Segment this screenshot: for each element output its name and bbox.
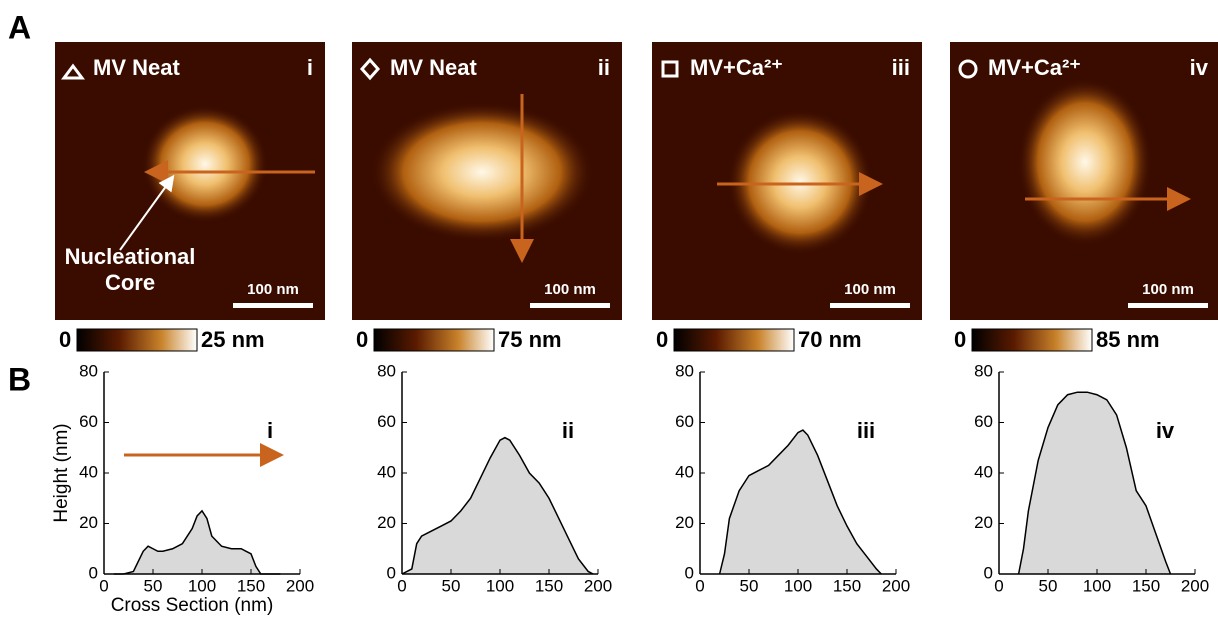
colorbar xyxy=(971,328,1093,352)
y-tick-label: 0 xyxy=(685,563,694,582)
x-tick-label: 100 xyxy=(188,576,216,595)
y-tick-label: 60 xyxy=(377,412,396,431)
scale-bar xyxy=(233,303,313,308)
x-tick-label: 200 xyxy=(1181,576,1209,595)
image-roman: ii xyxy=(598,55,610,80)
image-roman: i xyxy=(307,55,313,80)
x-tick-label: 0 xyxy=(994,576,1003,595)
image-label: MV Neat xyxy=(390,55,477,80)
chart-label: iii xyxy=(857,418,875,443)
profile-area xyxy=(1017,391,1172,575)
y-tick-label: 60 xyxy=(974,412,993,431)
y-tick-label: 60 xyxy=(675,412,694,431)
colorbar-max: 85 nm xyxy=(1096,327,1160,352)
panel-label: B xyxy=(8,361,31,397)
colorbar-max: 75 nm xyxy=(498,327,562,352)
x-tick-label: 100 xyxy=(1083,576,1111,595)
image-label: MV Neat xyxy=(93,55,180,80)
x-tick-label: 150 xyxy=(833,576,861,595)
annotation-arrow xyxy=(119,174,175,251)
y-tick-label: 80 xyxy=(675,361,694,380)
colorbar-min: 0 xyxy=(954,327,966,352)
symbol xyxy=(61,63,85,80)
image-roman: iv xyxy=(1190,55,1209,80)
scale-label: 100 nm xyxy=(844,281,896,298)
y-tick-label: 0 xyxy=(89,563,98,582)
x-tick-label: 200 xyxy=(286,576,314,595)
x-tick-label: 0 xyxy=(99,576,108,595)
symbol xyxy=(661,60,679,78)
y-tick-label: 40 xyxy=(974,462,993,481)
afm-feature xyxy=(142,105,268,223)
symbol xyxy=(359,57,381,81)
annotation: Nucleational xyxy=(65,244,196,269)
afm-feature xyxy=(370,102,594,242)
x-tick-label: 100 xyxy=(486,576,514,595)
y-tick-label: 80 xyxy=(974,361,993,380)
x-tick-label: 50 xyxy=(740,576,759,595)
x-tick-label: 150 xyxy=(237,576,265,595)
x-tick-label: 150 xyxy=(535,576,563,595)
image-label: MV+Ca²⁺ xyxy=(988,55,1081,80)
x-tick-label: 200 xyxy=(584,576,612,595)
x-tick-label: 50 xyxy=(442,576,461,595)
scale-bar xyxy=(530,303,610,308)
colorbar-min: 0 xyxy=(356,327,368,352)
colorbar-min: 0 xyxy=(59,327,71,352)
panel-label: A xyxy=(8,9,31,45)
profile-area xyxy=(113,509,281,575)
y-tick-label: 40 xyxy=(79,462,98,481)
scale-bar xyxy=(830,303,910,308)
colorbar xyxy=(76,328,198,352)
symbol xyxy=(958,59,978,79)
y-tick-label: 80 xyxy=(79,361,98,380)
y-axis-label: Height (nm) xyxy=(51,423,72,522)
image-roman: iii xyxy=(892,55,910,80)
afm-feature xyxy=(1017,78,1153,246)
y-tick-label: 0 xyxy=(984,563,993,582)
colorbar xyxy=(673,328,795,352)
y-tick-label: 20 xyxy=(79,513,98,532)
afm-feature xyxy=(727,109,873,255)
colorbar-max: 70 nm xyxy=(798,327,862,352)
x-tick-label: 0 xyxy=(397,576,406,595)
scale-label: 100 nm xyxy=(1142,281,1194,298)
y-tick-label: 40 xyxy=(377,462,396,481)
y-tick-label: 20 xyxy=(675,513,694,532)
y-tick-label: 80 xyxy=(377,361,396,380)
chart-label: ii xyxy=(562,418,574,443)
x-tick-label: 0 xyxy=(695,576,704,595)
annotation: Core xyxy=(105,270,155,295)
chart-label: i xyxy=(267,418,273,443)
x-tick-label: 200 xyxy=(882,576,910,595)
x-tick-label: 100 xyxy=(784,576,812,595)
colorbar-max: 25 nm xyxy=(201,327,265,352)
x-tick-label: 50 xyxy=(1039,576,1058,595)
image-label: MV+Ca²⁺ xyxy=(690,55,783,80)
colorbar-min: 0 xyxy=(656,327,668,352)
scale-bar xyxy=(1128,303,1208,308)
y-tick-label: 20 xyxy=(974,513,993,532)
y-tick-label: 60 xyxy=(79,412,98,431)
profile-area xyxy=(718,429,882,575)
y-tick-label: 0 xyxy=(387,563,396,582)
x-axis-label: Cross Section (nm) xyxy=(111,595,274,616)
x-tick-label: 50 xyxy=(144,576,163,595)
x-tick-label: 150 xyxy=(1132,576,1160,595)
profile-area xyxy=(401,436,594,575)
scale-label: 100 nm xyxy=(544,281,596,298)
chart-label: iv xyxy=(1156,418,1175,443)
scale-label: 100 nm xyxy=(247,281,299,298)
y-tick-label: 20 xyxy=(377,513,396,532)
y-tick-label: 40 xyxy=(675,462,694,481)
colorbar xyxy=(373,328,495,352)
